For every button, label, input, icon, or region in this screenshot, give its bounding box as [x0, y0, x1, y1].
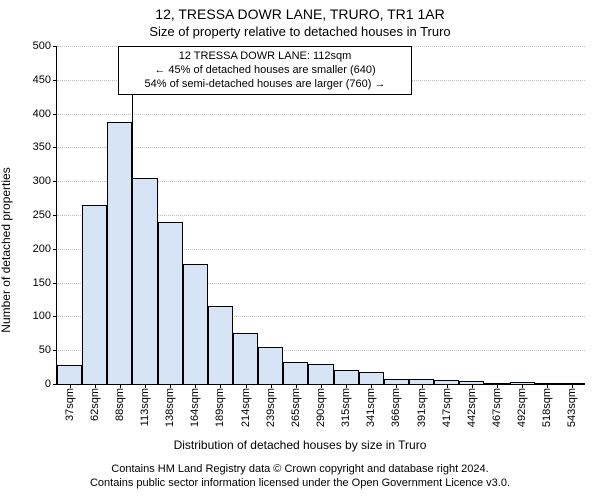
- chart-container: 12, TRESSA DOWR LANE, TRURO, TR1 1AR Siz…: [0, 0, 600, 500]
- y-tick-label: 450: [33, 74, 57, 86]
- y-tick-label: 0: [45, 378, 57, 390]
- x-tick-label: 88sqm: [114, 388, 126, 421]
- histogram-bar: [258, 347, 283, 384]
- y-tick-label: 200: [33, 243, 57, 255]
- plot-area: 05010015020025030035040045050037sqm62sqm…: [56, 46, 585, 385]
- x-axis-label: Distribution of detached houses by size …: [0, 438, 600, 452]
- x-tick-label: 315sqm: [340, 388, 352, 427]
- x-tick-label: 239sqm: [265, 388, 277, 427]
- annotation-box: 12 TRESSA DOWR LANE: 112sqm← 45% of deta…: [118, 46, 412, 95]
- x-tick-label: 113sqm: [139, 388, 151, 426]
- x-tick-label: 164sqm: [189, 388, 201, 427]
- histogram-bar: [208, 306, 233, 384]
- chart-title: 12, TRESSA DOWR LANE, TRURO, TR1 1AR: [0, 6, 600, 22]
- x-tick-label: 391sqm: [416, 388, 428, 427]
- histogram-bar: [183, 264, 208, 384]
- histogram-bar: [158, 222, 183, 384]
- footer-attribution: Contains HM Land Registry data © Crown c…: [0, 462, 600, 491]
- histogram-bar: [107, 122, 132, 384]
- footer-line-1: Contains HM Land Registry data © Crown c…: [0, 462, 600, 476]
- y-tick-label: 300: [33, 175, 57, 187]
- y-tick-label: 250: [33, 209, 57, 221]
- x-tick-label: 366sqm: [390, 388, 402, 427]
- chart-subtitle: Size of property relative to detached ho…: [0, 24, 600, 39]
- x-tick-label: 214sqm: [240, 388, 252, 427]
- histogram-bar: [359, 372, 384, 384]
- gridline: [57, 147, 585, 148]
- x-tick-label: 62sqm: [89, 388, 101, 421]
- x-tick-label: 341sqm: [365, 388, 377, 427]
- histogram-bar: [283, 362, 308, 384]
- x-tick-label: 467sqm: [491, 388, 503, 427]
- histogram-bar: [57, 365, 82, 384]
- gridline: [57, 114, 585, 115]
- x-tick-label: 290sqm: [315, 388, 327, 427]
- x-tick-label: 189sqm: [214, 388, 226, 427]
- property-marker-line: [132, 46, 133, 384]
- footer-line-2: Contains public sector information licen…: [0, 476, 600, 490]
- y-tick-label: 50: [39, 344, 57, 356]
- y-tick-label: 350: [33, 141, 57, 153]
- histogram-bar: [233, 333, 258, 384]
- histogram-bar: [334, 370, 359, 384]
- y-tick-label: 150: [33, 277, 57, 289]
- histogram-bar: [308, 364, 333, 384]
- x-tick-label: 518sqm: [541, 388, 553, 427]
- x-tick-label: 543sqm: [566, 388, 578, 427]
- x-tick-label: 138sqm: [164, 388, 176, 427]
- annotation-line-2: ← 45% of detached houses are smaller (64…: [125, 64, 405, 78]
- x-tick-label: 37sqm: [64, 388, 76, 421]
- y-tick-label: 500: [33, 40, 57, 52]
- x-tick-label: 442sqm: [466, 388, 478, 427]
- annotation-line-3: 54% of semi-detached houses are larger (…: [125, 78, 405, 92]
- histogram-bar: [132, 178, 157, 384]
- x-tick-label: 417sqm: [441, 388, 453, 427]
- y-tick-label: 100: [33, 310, 57, 322]
- x-tick-label: 265sqm: [290, 388, 302, 427]
- x-tick-label: 492sqm: [516, 388, 528, 427]
- y-tick-label: 400: [33, 108, 57, 120]
- histogram-bar: [82, 205, 107, 384]
- annotation-line-1: 12 TRESSA DOWR LANE: 112sqm: [125, 50, 405, 64]
- y-axis-label: Number of detached properties: [0, 167, 13, 332]
